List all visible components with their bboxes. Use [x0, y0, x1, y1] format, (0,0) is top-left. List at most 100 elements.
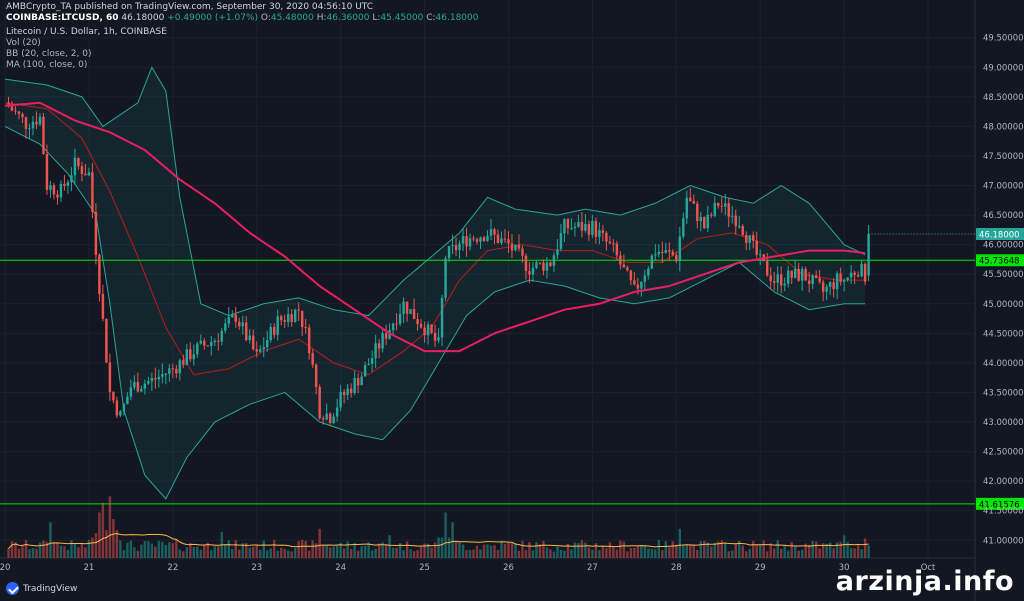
volume-ma-line [8, 533, 869, 549]
candle-body [381, 333, 384, 349]
candle-body [297, 309, 300, 311]
last-price: 46.18000 [121, 13, 165, 23]
volume-bar [59, 545, 63, 558]
volume-bar [154, 546, 157, 558]
volume-bar [356, 550, 360, 558]
candle-body [807, 280, 811, 284]
candle-body [119, 411, 122, 416]
price-tick-label: 44.50000 [983, 329, 1024, 339]
volume-bar [168, 542, 171, 558]
candle-body [199, 340, 203, 344]
candle-body [821, 282, 825, 292]
candle-body [213, 340, 217, 342]
volume-bar [283, 548, 286, 558]
candle-body [500, 238, 503, 243]
candle-body [178, 360, 182, 374]
candle-body [510, 243, 514, 251]
price-tick-label: 45.00000 [983, 300, 1024, 310]
chart-header: AMBCrypto_TA published on TradingView.co… [6, 2, 478, 71]
candle-body [332, 416, 335, 424]
candle-body [584, 223, 587, 231]
volume-bar [454, 541, 458, 558]
candle-body [531, 267, 535, 275]
candle-body [349, 388, 353, 394]
candle-body [346, 388, 349, 396]
indicator-vol[interactable]: Vol (20) [6, 38, 41, 48]
candle-body [825, 286, 828, 292]
volume-bar [489, 545, 493, 558]
time-tick-label: 29 [755, 563, 766, 573]
candle-body [45, 153, 49, 190]
change: +0.49000 (+1.07%) [167, 13, 259, 23]
volume-bar [437, 537, 440, 558]
volume-bar [286, 550, 290, 558]
candle-body [395, 323, 398, 325]
candle-body [353, 377, 356, 394]
volume-bar [731, 550, 734, 558]
tradingview-brand[interactable]: TradingView [6, 582, 77, 595]
low-value: 45.45000 [380, 13, 424, 23]
volume-bar [108, 496, 112, 558]
volume-bar [545, 547, 549, 558]
volume-bar [252, 546, 255, 558]
candle-body [786, 270, 790, 284]
volume-bar [447, 537, 451, 558]
indicator-bb[interactable]: BB (20, close, 2, 0) [6, 49, 92, 59]
volume-bar [185, 546, 189, 558]
time-tick-label: 27 [587, 563, 598, 573]
candle-body [101, 293, 105, 319]
volume-bar [503, 543, 507, 558]
candle-body [839, 273, 842, 282]
candle-body [741, 226, 744, 236]
indicator-ma[interactable]: MA (100, close, 0) [6, 60, 88, 70]
time-tick-label: 22 [167, 563, 178, 573]
candle-body [783, 283, 786, 286]
candle-body [94, 211, 98, 255]
candle-body [734, 215, 737, 227]
candle-body [402, 301, 405, 314]
price-tick-label: 46.00000 [983, 241, 1024, 251]
candle-body [241, 322, 244, 327]
ohlc-line: COINBASE:LTCUSD, 60 46.18000 +0.49000 (+… [6, 13, 479, 23]
candle-body [867, 234, 870, 276]
candle-body [314, 364, 318, 387]
volume-bar [199, 549, 203, 558]
volume-bar [675, 544, 678, 558]
bb-upper-line [4, 66, 866, 317]
candle-body [678, 236, 682, 262]
candle-body [356, 377, 360, 386]
candle-body [168, 368, 171, 374]
volume-bar [783, 545, 786, 558]
volume-bar [776, 540, 779, 558]
volume-bar [440, 537, 444, 558]
candle-body [203, 340, 206, 346]
volume-bar [105, 530, 108, 558]
volume-bar [867, 545, 870, 558]
volume-bar [814, 541, 818, 558]
volume-bar [496, 550, 500, 558]
candle-body [528, 271, 531, 275]
time-axis[interactable]: 20 21 22 23 24 25 26 27 28 29 30 Oct [0, 563, 936, 573]
candle-body [231, 314, 234, 318]
candle-body [80, 166, 84, 174]
price-tick-label: 44.00000 [983, 359, 1024, 369]
volume-bar [793, 546, 797, 558]
volume-bar [35, 548, 38, 558]
candle-body [252, 335, 255, 350]
price-axis[interactable]: 41.00000 41.50000 42.00000 42.50000 43.00000… [983, 34, 1024, 547]
candle-body [304, 327, 307, 329]
candle-body [259, 349, 262, 352]
bb-basis-line [4, 102, 866, 376]
volume-bar [70, 540, 73, 558]
candle-body [126, 396, 129, 405]
candle-body [42, 116, 45, 154]
volume-bar [444, 512, 447, 558]
volume-bar [189, 542, 192, 558]
volume-bar [14, 542, 17, 558]
candle-body [112, 391, 115, 401]
candle-body [154, 377, 157, 380]
candle-body [489, 229, 493, 236]
volume-bar [804, 543, 807, 558]
candle-body [224, 323, 227, 331]
